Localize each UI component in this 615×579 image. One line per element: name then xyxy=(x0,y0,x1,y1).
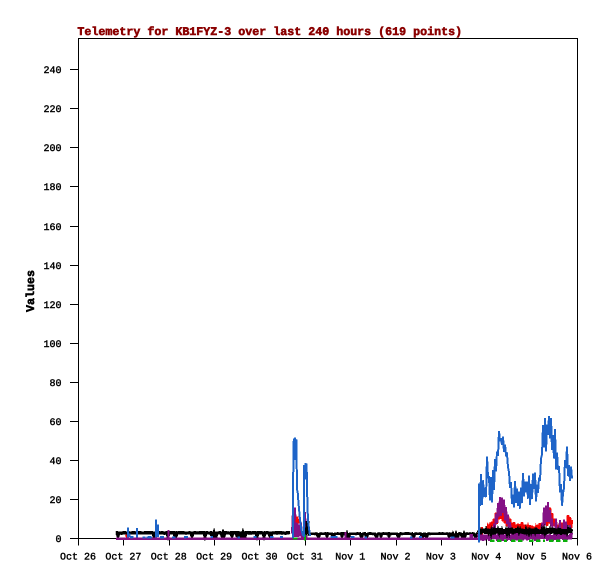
svg-text:Oct 30: Oct 30 xyxy=(241,553,277,564)
svg-text:120: 120 xyxy=(43,301,61,312)
svg-text:Nov 2: Nov 2 xyxy=(380,553,410,564)
svg-text:160: 160 xyxy=(43,223,61,234)
svg-text:60: 60 xyxy=(49,418,61,429)
svg-text:0: 0 xyxy=(55,535,61,546)
svg-text:220: 220 xyxy=(43,105,61,116)
svg-text:40: 40 xyxy=(49,457,61,468)
svg-text:Oct 31: Oct 31 xyxy=(287,553,323,564)
svg-text:140: 140 xyxy=(43,262,61,273)
svg-text:180: 180 xyxy=(43,183,61,194)
svg-text:Nov 6: Nov 6 xyxy=(562,553,592,564)
svg-text:Nov 5: Nov 5 xyxy=(517,553,547,564)
svg-text:Oct 26: Oct 26 xyxy=(60,553,96,564)
svg-text:Nov 3: Nov 3 xyxy=(426,553,456,564)
svg-text:Oct 27: Oct 27 xyxy=(105,553,141,564)
svg-text:200: 200 xyxy=(43,144,61,155)
svg-text:20: 20 xyxy=(49,496,61,507)
svg-text:Telemetry for KB1FYZ-3 over la: Telemetry for KB1FYZ-3 over last 240 hou… xyxy=(77,25,462,39)
svg-text:Oct 28: Oct 28 xyxy=(151,553,187,564)
svg-text:Oct 29: Oct 29 xyxy=(196,553,232,564)
svg-text:240: 240 xyxy=(43,66,61,77)
svg-text:Nov 1: Nov 1 xyxy=(335,553,365,564)
svg-text:Values: Values xyxy=(24,270,38,312)
svg-text:100: 100 xyxy=(43,340,61,351)
svg-text:80: 80 xyxy=(49,379,61,390)
svg-text:Nov 4: Nov 4 xyxy=(471,553,501,564)
